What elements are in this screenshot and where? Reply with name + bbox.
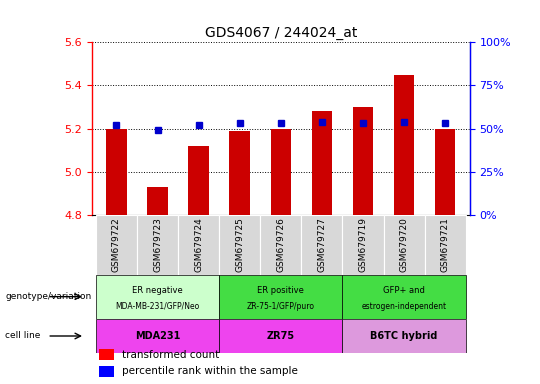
Text: estrogen-independent: estrogen-independent [361, 302, 447, 311]
FancyBboxPatch shape [424, 215, 465, 275]
Bar [99, 349, 114, 360]
Text: ZR-75-1/GFP/puro: ZR-75-1/GFP/puro [247, 302, 315, 311]
Bar [147, 187, 168, 215]
FancyBboxPatch shape [96, 319, 219, 353]
FancyBboxPatch shape [219, 275, 342, 319]
Bar [353, 107, 373, 215]
Text: ZR75: ZR75 [267, 331, 295, 341]
Bar [99, 366, 114, 377]
FancyBboxPatch shape [260, 215, 301, 275]
Text: GSM679725: GSM679725 [235, 217, 244, 272]
Text: GSM679721: GSM679721 [441, 217, 450, 272]
Text: ER positive: ER positive [258, 286, 304, 295]
Text: GSM679719: GSM679719 [359, 217, 368, 272]
Text: GSM679723: GSM679723 [153, 217, 162, 272]
Bar [230, 131, 250, 215]
Title: GDS4067 / 244024_at: GDS4067 / 244024_at [205, 26, 357, 40]
Bar [312, 111, 332, 215]
Text: cell line: cell line [5, 331, 41, 341]
Text: GSM679724: GSM679724 [194, 217, 203, 271]
Text: ER negative: ER negative [132, 286, 183, 295]
Text: GSM679726: GSM679726 [276, 217, 285, 272]
FancyBboxPatch shape [137, 215, 178, 275]
Bar [188, 146, 209, 215]
Bar [106, 129, 127, 215]
Text: transformed count: transformed count [122, 349, 219, 359]
FancyBboxPatch shape [96, 275, 219, 319]
Text: percentile rank within the sample: percentile rank within the sample [122, 366, 298, 376]
FancyBboxPatch shape [342, 275, 465, 319]
Text: MDA-MB-231/GFP/Neo: MDA-MB-231/GFP/Neo [116, 302, 200, 311]
FancyBboxPatch shape [342, 215, 383, 275]
Text: GSM679727: GSM679727 [318, 217, 326, 272]
Text: genotype/variation: genotype/variation [5, 292, 92, 301]
FancyBboxPatch shape [96, 215, 137, 275]
Text: GFP+ and: GFP+ and [383, 286, 425, 295]
Bar [271, 129, 291, 215]
Text: MDA231: MDA231 [135, 331, 180, 341]
Bar [394, 74, 414, 215]
FancyBboxPatch shape [178, 215, 219, 275]
FancyBboxPatch shape [342, 319, 465, 353]
Text: GSM679722: GSM679722 [112, 217, 121, 271]
FancyBboxPatch shape [219, 215, 260, 275]
FancyBboxPatch shape [383, 215, 424, 275]
Text: GSM679720: GSM679720 [400, 217, 409, 272]
FancyBboxPatch shape [301, 215, 342, 275]
Text: B6TC hybrid: B6TC hybrid [370, 331, 438, 341]
FancyBboxPatch shape [219, 319, 342, 353]
Bar [435, 129, 455, 215]
